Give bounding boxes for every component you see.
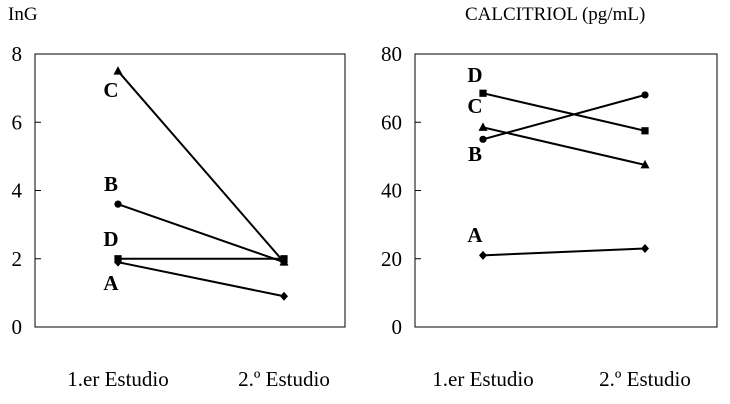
series-label-1-C: C — [103, 78, 118, 102]
series-line-1-A — [117, 261, 285, 298]
data-point-1-A-0 — [114, 257, 122, 267]
series-1-C: C — [103, 66, 289, 266]
x-category-label-1-0: 1.er Estudio — [67, 367, 168, 391]
series-label-1-B: B — [104, 172, 118, 196]
x-category-label-1-1: 2.º Estudio — [238, 367, 330, 391]
plot-frame-1 — [34, 53, 346, 328]
y-tick-label-1-2: 4 — [12, 179, 23, 203]
data-point-2-A-1 — [641, 244, 649, 254]
series-label-2-D: D — [467, 63, 482, 87]
data-point-2-A-0 — [479, 250, 487, 260]
series-line-1-C — [117, 70, 285, 263]
data-point-2-D-1 — [641, 127, 649, 135]
data-point-1-D-1 — [280, 255, 288, 263]
series-line-2-D — [482, 92, 646, 132]
y-tick-label-2-0: 0 — [392, 315, 403, 339]
data-point-1-A-1 — [280, 291, 288, 301]
series-line-2-C — [482, 126, 646, 166]
y-tick-label-2-4: 80 — [381, 42, 402, 66]
chart-panel-1: InG 0 2 4 6 8 1.er Estudio 2.º Estudio C B DA — [8, 4, 346, 391]
data-point-2-B-0 — [479, 135, 487, 143]
data-point-2-B-1 — [641, 91, 649, 99]
x-category-label-2-1: 2.º Estudio — [599, 367, 691, 391]
series-line-2-A — [482, 247, 646, 257]
data-point-2-C-1 — [640, 159, 650, 169]
chart-title-1: InG — [8, 4, 38, 25]
data-point-2-C-0 — [478, 122, 488, 131]
data-point-1-B-0 — [114, 200, 122, 208]
data-point-2-D-0 — [479, 89, 487, 97]
series-label-2-B: B — [468, 142, 482, 166]
chart-title-2: CALCITRIOL (pg/mL) — [465, 4, 645, 25]
series-1-D: D — [103, 227, 288, 263]
y-tick-label-2-2: 40 — [381, 179, 402, 203]
data-point-1-C-0 — [113, 66, 123, 75]
series-label-1-D: D — [103, 227, 118, 251]
plot-frame-2 — [414, 53, 718, 328]
y-tick-label-1-0: 0 — [12, 315, 23, 339]
y-tick-label-2-3: 60 — [381, 110, 402, 134]
series-1-A: A — [103, 257, 288, 301]
series-label-2-C: C — [467, 94, 482, 118]
series-2-A: A — [467, 223, 649, 260]
series-label-2-A: A — [467, 223, 483, 247]
y-tick-label-1-3: 6 — [12, 110, 23, 134]
series-2-D: D — [467, 63, 649, 135]
chart-panel-2: CALCITRIOL (pg/mL) 0 20 40 60 80 1.er Estudio 2… — [381, 4, 718, 391]
series-label-1-A: A — [103, 271, 119, 295]
series-line-2-B — [482, 93, 646, 141]
y-tick-label-2-1: 20 — [381, 247, 402, 271]
y-tick-label-1-4: 8 — [12, 42, 23, 66]
series-2-B: B — [468, 91, 649, 166]
series-1-B: B — [104, 172, 288, 266]
series-2-C: C — [467, 94, 650, 169]
x-category-label-2-0: 1.er Estudio — [432, 367, 533, 391]
y-tick-label-1-1: 2 — [12, 247, 23, 271]
series-line-1-B — [117, 203, 285, 264]
